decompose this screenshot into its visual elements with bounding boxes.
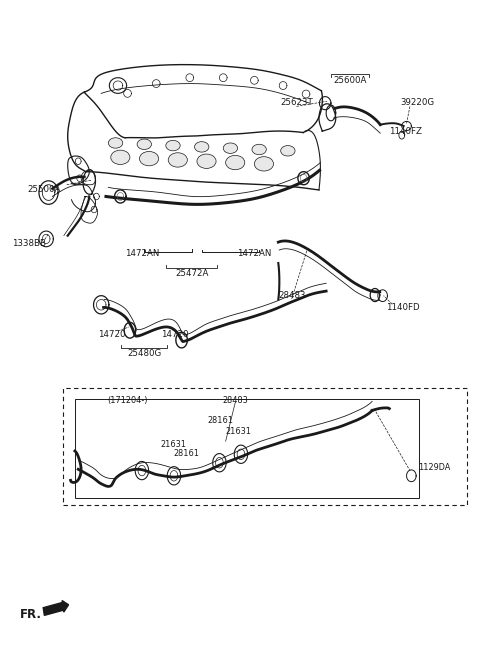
Ellipse shape [226,156,245,170]
Text: FR.: FR. [20,608,42,621]
Text: (171204-): (171204-) [107,396,147,405]
Ellipse shape [140,152,158,166]
Bar [75,399,420,498]
Ellipse shape [281,146,295,156]
Ellipse shape [168,153,187,167]
Text: 1140FZ: 1140FZ [389,127,421,136]
Text: 25623T: 25623T [280,98,313,107]
FancyArrow shape [43,600,69,615]
Ellipse shape [108,138,123,148]
FancyBboxPatch shape [63,388,468,504]
Ellipse shape [252,145,266,155]
Text: 25472A: 25472A [176,269,209,278]
Ellipse shape [137,139,152,150]
Text: 1140FD: 1140FD [386,303,420,312]
Text: 1472AN: 1472AN [125,249,159,258]
Text: 28483: 28483 [278,291,305,300]
Text: 28483: 28483 [222,396,248,405]
Text: 21631: 21631 [160,440,186,449]
Ellipse shape [254,157,274,171]
Ellipse shape [194,142,209,152]
Text: 1129DA: 1129DA [419,464,451,472]
Text: 1338BB: 1338BB [12,239,47,248]
Text: 28161: 28161 [208,417,234,426]
Ellipse shape [111,150,130,165]
Text: 25500A: 25500A [27,186,60,194]
Ellipse shape [166,141,180,151]
Ellipse shape [223,143,238,154]
Text: 25480G: 25480G [127,349,161,358]
Text: 14720: 14720 [161,330,188,339]
Ellipse shape [197,154,216,169]
Text: 1472AN: 1472AN [237,249,272,258]
Text: 28161: 28161 [173,449,199,458]
Text: 21631: 21631 [226,427,252,436]
Text: 39220G: 39220G [400,98,434,107]
Text: 25600A: 25600A [334,76,367,85]
Text: 14720: 14720 [98,330,125,339]
